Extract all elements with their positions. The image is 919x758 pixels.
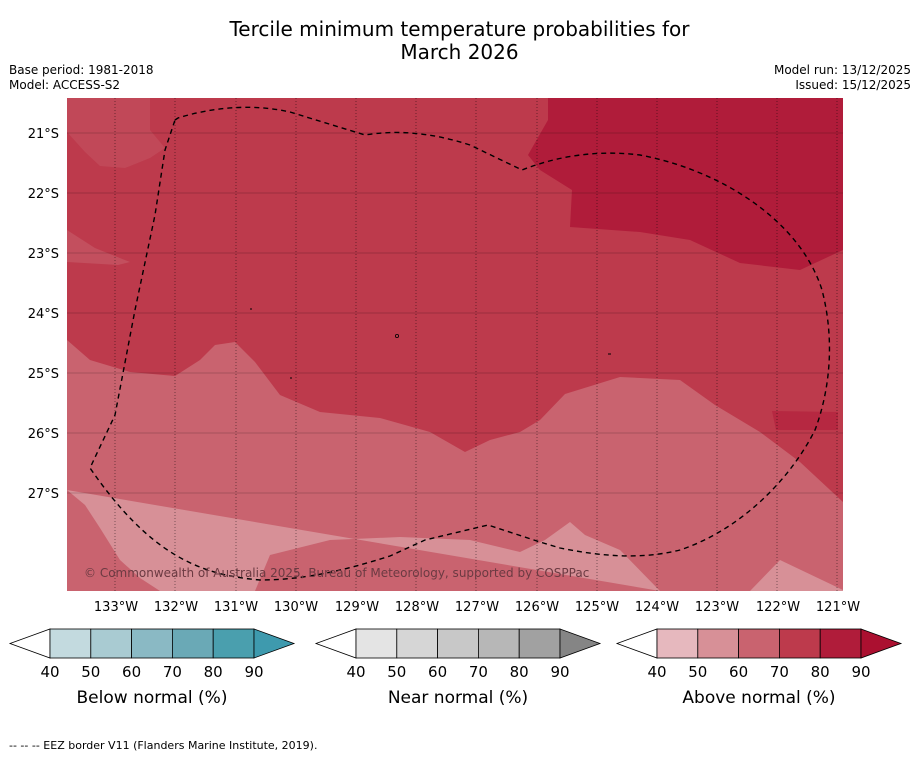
copyright-text: © Commonwealth of Australia 2025, Bureau… xyxy=(84,566,589,580)
colorbar-segment xyxy=(656,628,699,659)
footnote: -- -- -- EEZ border V11 (Flanders Marine… xyxy=(9,739,318,752)
colorbar-tick-label: 80 xyxy=(204,663,223,681)
colorbar-segment xyxy=(131,628,173,659)
lon-label: 130°W xyxy=(274,600,318,615)
colorbar-tick-label: 60 xyxy=(122,663,141,681)
colorbar-tick-label: 80 xyxy=(811,663,830,681)
colorbar-above-title: Above normal (%) xyxy=(682,688,835,708)
colorbar-near: 40 50 60 70 80 90 xyxy=(314,628,602,681)
colorbar-tick-label: 70 xyxy=(469,663,488,681)
colorbar-segment xyxy=(355,628,398,659)
map-title: Tercile minimum temperature probabilitie… xyxy=(0,18,919,64)
colorbar-segment xyxy=(738,628,780,659)
meta-left: Base period: 1981-2018 Model: ACCESS-S2 xyxy=(9,63,154,93)
lon-label: 132°W xyxy=(154,600,198,615)
lon-label: 128°W xyxy=(395,600,439,615)
island-marker xyxy=(394,333,399,338)
title-line-1: Tercile minimum temperature probabilitie… xyxy=(229,17,690,41)
lon-label: 122°W xyxy=(756,600,800,615)
colorbar-below-title: Below normal (%) xyxy=(77,688,228,708)
lon-label: 123°W xyxy=(695,600,739,615)
colorbar-tick-label: 80 xyxy=(510,663,529,681)
lat-axis: 21°S 22°S 23°S 24°S 25°S 26°S 27°S xyxy=(28,127,59,502)
colorbar-max-extension xyxy=(559,628,602,659)
colorbar-tick-label: 90 xyxy=(550,663,569,681)
colorbar-above: 40 50 60 70 80 90 xyxy=(615,628,903,681)
colorbar-max-extension xyxy=(860,628,903,659)
lon-label: 124°W xyxy=(635,600,679,615)
colorbar-tick-label: 50 xyxy=(688,663,707,681)
colorbar-below: 40 50 60 70 80 90 xyxy=(8,628,296,681)
lat-label: 24°S xyxy=(28,307,59,322)
lon-label: 127°W xyxy=(455,600,499,615)
graticule xyxy=(114,98,838,591)
colorbar-tick-label: 50 xyxy=(81,663,100,681)
region-above-90 xyxy=(528,98,843,270)
colorbar-segment xyxy=(396,628,438,659)
colorbar-tick-label: 40 xyxy=(40,663,59,681)
colorbar-segment xyxy=(477,628,520,659)
colorbar-tick-label: 70 xyxy=(163,663,182,681)
colorbar-tick-label: 50 xyxy=(387,663,406,681)
region-above-60-east xyxy=(750,560,843,591)
map-area xyxy=(67,98,843,591)
lat-label: 26°S xyxy=(28,427,59,442)
colorbar-min-extension xyxy=(8,628,51,659)
colorbar-segment xyxy=(437,628,479,659)
colorbar-tick-label: 40 xyxy=(647,663,666,681)
colorbar-segment xyxy=(171,628,214,659)
region-above-70-west xyxy=(67,230,130,265)
colorbar-tick-label: 40 xyxy=(346,663,365,681)
base-period: Base period: 1981-2018 xyxy=(9,63,154,77)
colorbar-segment xyxy=(819,628,862,659)
colorbar-tick-label: 60 xyxy=(428,663,447,681)
region-above-70-nw xyxy=(67,98,165,168)
colorbar-segment xyxy=(212,628,255,659)
lon-axis: 133°W 132°W 131°W 130°W 129°W 128°W 127°… xyxy=(94,600,860,615)
colorbar-segment xyxy=(518,628,561,659)
colorbar-min-extension xyxy=(314,628,357,659)
colorbar-segment xyxy=(697,628,739,659)
lat-label: 27°S xyxy=(28,487,59,502)
model-run: Model run: 13/12/2025 xyxy=(773,63,911,77)
meta-right: Model run: 13/12/2025 Issued: 15/12/2025 xyxy=(774,63,911,93)
lat-label: 23°S xyxy=(28,247,59,262)
title-line-2: March 2026 xyxy=(400,40,519,64)
colorbar-tick-label: 90 xyxy=(851,663,870,681)
colorbar-segment xyxy=(779,628,821,659)
colorbar-near-title: Near normal (%) xyxy=(388,688,528,708)
lat-label: 21°S xyxy=(28,127,59,142)
lat-label: 25°S xyxy=(28,367,59,382)
colorbar-segment xyxy=(90,628,133,659)
region-above-60 xyxy=(67,490,660,591)
lat-lines xyxy=(67,132,843,494)
lon-label: 126°W xyxy=(515,600,559,615)
colorbar-tick-label: 70 xyxy=(770,663,789,681)
model-name: Model: ACCESS-S2 xyxy=(9,78,121,92)
colorbar-tick-label: 60 xyxy=(729,663,748,681)
issued-date: Issued: 15/12/2025 xyxy=(795,78,911,92)
eez-border xyxy=(89,106,831,581)
lon-label: 121°W xyxy=(816,600,860,615)
lon-label: 129°W xyxy=(335,600,379,615)
colorbar-segment xyxy=(49,628,92,659)
colorbar-tick-label: 90 xyxy=(244,663,263,681)
colorbar-min-extension xyxy=(615,628,658,659)
lon-label: 133°W xyxy=(94,600,138,615)
lat-label: 22°S xyxy=(28,187,59,202)
colorbar-max-extension xyxy=(253,628,296,659)
lon-label: 125°W xyxy=(575,600,619,615)
lon-label: 131°W xyxy=(214,600,258,615)
region-above-90-east xyxy=(772,411,838,430)
